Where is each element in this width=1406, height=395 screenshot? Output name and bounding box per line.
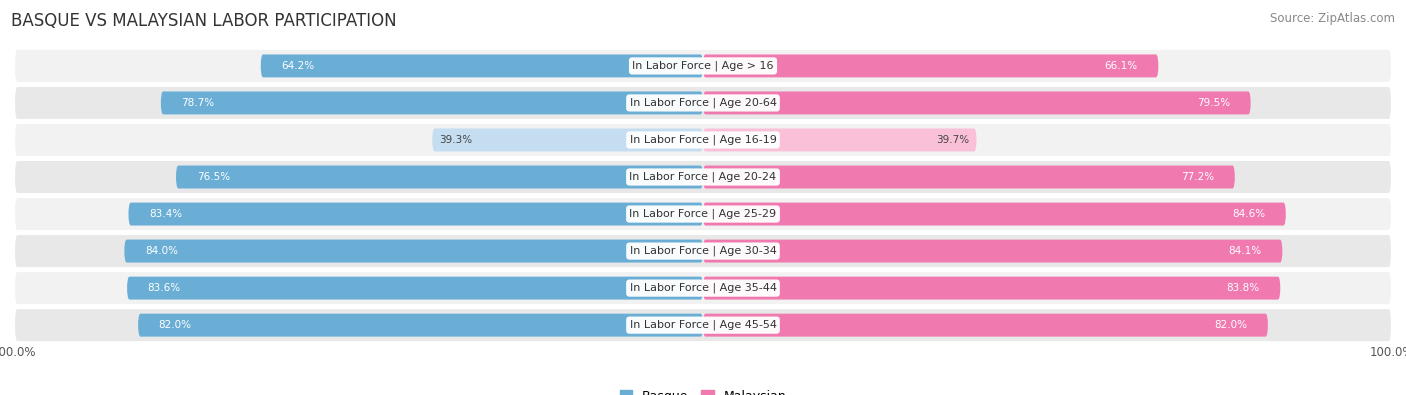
Text: 84.0%: 84.0% [145,246,179,256]
FancyBboxPatch shape [14,271,1392,305]
Text: In Labor Force | Age 30-34: In Labor Force | Age 30-34 [630,246,776,256]
Text: 83.8%: 83.8% [1226,283,1260,293]
FancyBboxPatch shape [14,49,1392,83]
Text: In Labor Force | Age 35-44: In Labor Force | Age 35-44 [630,283,776,293]
Text: In Labor Force | Age > 16: In Labor Force | Age > 16 [633,61,773,71]
Text: 83.6%: 83.6% [148,283,181,293]
FancyBboxPatch shape [14,234,1392,268]
Text: 82.0%: 82.0% [159,320,191,330]
Text: 64.2%: 64.2% [281,61,315,71]
FancyBboxPatch shape [138,314,703,337]
FancyBboxPatch shape [260,55,703,77]
FancyBboxPatch shape [703,128,977,151]
FancyBboxPatch shape [14,160,1392,194]
Text: 77.2%: 77.2% [1181,172,1215,182]
FancyBboxPatch shape [703,92,1251,115]
FancyBboxPatch shape [124,240,703,263]
FancyBboxPatch shape [176,166,703,188]
Text: 76.5%: 76.5% [197,172,229,182]
Text: In Labor Force | Age 45-54: In Labor Force | Age 45-54 [630,320,776,330]
Text: 82.0%: 82.0% [1215,320,1247,330]
Legend: Basque, Malaysian: Basque, Malaysian [620,389,786,395]
FancyBboxPatch shape [128,203,703,226]
FancyBboxPatch shape [14,308,1392,342]
FancyBboxPatch shape [14,86,1392,120]
FancyBboxPatch shape [14,123,1392,157]
Text: BASQUE VS MALAYSIAN LABOR PARTICIPATION: BASQUE VS MALAYSIAN LABOR PARTICIPATION [11,12,396,30]
Text: Source: ZipAtlas.com: Source: ZipAtlas.com [1270,12,1395,25]
FancyBboxPatch shape [703,240,1282,263]
Text: In Labor Force | Age 16-19: In Labor Force | Age 16-19 [630,135,776,145]
FancyBboxPatch shape [160,92,703,115]
Text: In Labor Force | Age 20-24: In Labor Force | Age 20-24 [630,172,776,182]
FancyBboxPatch shape [127,276,703,299]
Text: In Labor Force | Age 25-29: In Labor Force | Age 25-29 [630,209,776,219]
Text: In Labor Force | Age 20-64: In Labor Force | Age 20-64 [630,98,776,108]
FancyBboxPatch shape [703,276,1281,299]
FancyBboxPatch shape [703,314,1268,337]
Text: 84.1%: 84.1% [1229,246,1261,256]
FancyBboxPatch shape [703,166,1234,188]
Text: 83.4%: 83.4% [149,209,183,219]
FancyBboxPatch shape [432,128,703,151]
Text: 78.7%: 78.7% [181,98,215,108]
Text: 84.6%: 84.6% [1232,209,1265,219]
Text: 66.1%: 66.1% [1105,61,1137,71]
FancyBboxPatch shape [703,203,1286,226]
Text: 39.7%: 39.7% [936,135,970,145]
Text: 79.5%: 79.5% [1197,98,1230,108]
FancyBboxPatch shape [703,55,1159,77]
Text: 39.3%: 39.3% [439,135,472,145]
FancyBboxPatch shape [14,197,1392,231]
